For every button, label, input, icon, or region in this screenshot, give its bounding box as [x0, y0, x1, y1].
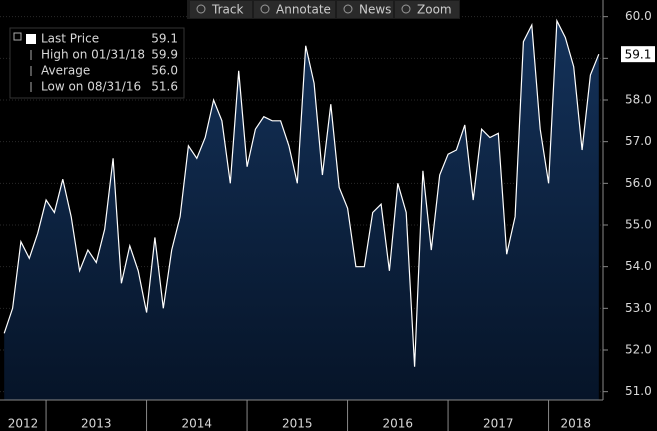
- toolbar-button-bg[interactable]: [337, 1, 393, 18]
- toolbar: Track Annotate News Zoom: [187, 0, 460, 19]
- y-tick-label: 51.0: [625, 384, 652, 398]
- legend-label: High on 01/31/18: [41, 48, 145, 62]
- toolbar-button[interactable]: Zoom: [395, 1, 459, 18]
- x-tick-label: 2015: [282, 417, 313, 431]
- y-tick-label: 52.0: [625, 343, 652, 357]
- toolbar-icon[interactable]: [343, 4, 353, 14]
- y-tick-label: 60.0: [625, 9, 652, 23]
- x-tick-label: 2016: [383, 417, 414, 431]
- legend-bg: [9, 27, 185, 99]
- y-tick-label: 56.0: [625, 176, 652, 190]
- legend-value: 51.6: [151, 80, 178, 94]
- toolbar-button-bg[interactable]: [254, 1, 335, 18]
- legend-collapse: [13, 32, 22, 41]
- last-price-tag-label: 59.1: [625, 48, 652, 62]
- toolbar-label[interactable]: Annotate: [276, 3, 331, 17]
- last-price-tag: [621, 46, 655, 63]
- legend-swatch: [26, 34, 36, 44]
- toolbar-button-bg[interactable]: [395, 1, 459, 18]
- legend-label: Low on 08/31/16: [41, 80, 141, 94]
- line: [3, 18, 600, 367]
- x-tick-label: 2017: [483, 417, 514, 431]
- y-tick-label: 55.0: [625, 218, 652, 232]
- toolbar-button-bg[interactable]: [190, 1, 252, 18]
- legend-label: Last Price: [41, 32, 99, 46]
- legend-value: 59.9: [151, 48, 178, 62]
- toolbar-icon[interactable]: [401, 4, 411, 14]
- legend: Last Price 59.1 High on 01/31/18 59.9 Averag…: [9, 27, 185, 99]
- toolbar-button[interactable]: Annotate: [254, 1, 335, 18]
- toolbar-label[interactable]: News: [359, 3, 391, 17]
- legend-value: 56.0: [151, 64, 178, 78]
- y-tick-label: 57.0: [625, 134, 652, 148]
- toolbar-label[interactable]: Track: [211, 3, 243, 17]
- toolbar-button[interactable]: Track: [190, 1, 252, 18]
- toolbar-icon[interactable]: [260, 4, 270, 14]
- x-tick-label: 2014: [182, 417, 213, 431]
- x-tick-label: 2013: [81, 417, 112, 431]
- legend-label: Average: [41, 64, 90, 78]
- toolbar-icon[interactable]: [196, 4, 206, 14]
- y-tick-label: 54.0: [625, 259, 652, 273]
- y-tick-label: 53.0: [625, 301, 652, 315]
- legend-value: 59.1: [151, 32, 178, 46]
- x-tick-label: 2012: [8, 417, 39, 431]
- area: [4, 20, 599, 401]
- x-tick-label: 2018: [561, 417, 592, 431]
- toolbar-button[interactable]: News: [337, 1, 393, 18]
- y-tick-label: 58.0: [625, 93, 652, 107]
- toolbar-label[interactable]: Zoom: [417, 3, 452, 17]
